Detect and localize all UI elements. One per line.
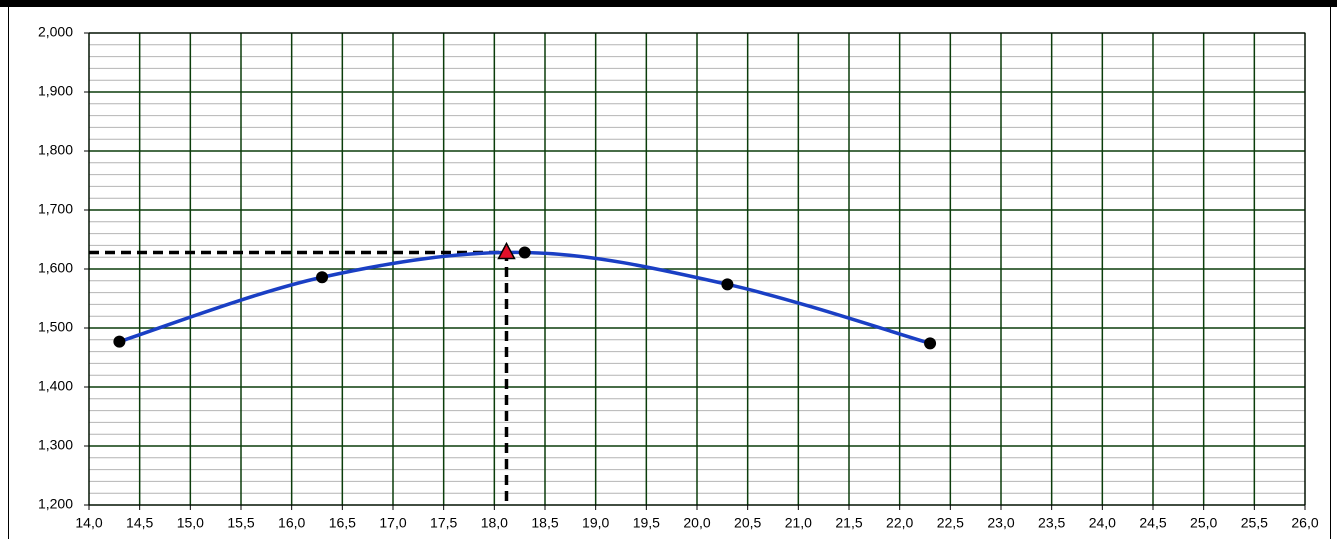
x-tick-label: 15,5: [227, 515, 254, 531]
x-tick-label: 24,0: [1089, 515, 1116, 531]
optimum-marker: [497, 241, 516, 260]
x-tick-label: 19,5: [633, 515, 660, 531]
x-tick-label: 18,5: [531, 515, 558, 531]
x-tick-label: 22,0: [886, 515, 913, 531]
x-tick-label: 14,5: [126, 515, 153, 531]
x-tick-label: 21,0: [785, 515, 812, 531]
x-tick-label: 16,0: [278, 515, 305, 531]
x-tick-label: 19,0: [582, 515, 609, 531]
point: [518, 246, 531, 259]
x-tick-label: 23,5: [1038, 515, 1065, 531]
y-tick-label: 1,900: [38, 83, 73, 99]
x-tick-label: 14,0: [75, 515, 102, 531]
x-tick-label: 17,0: [379, 515, 406, 531]
point: [924, 337, 937, 350]
y-tick-label: 1,300: [38, 437, 73, 453]
x-tick-label: 15,0: [177, 515, 204, 531]
y-tick-label: 1,400: [38, 378, 73, 394]
x-tick-label: 22,5: [937, 515, 964, 531]
y-tick-label: 1,700: [38, 201, 73, 217]
top-bar: [0, 0, 1337, 7]
x-tick-label: 17,5: [430, 515, 457, 531]
point: [113, 335, 126, 348]
x-tick-label: 26,0: [1291, 515, 1318, 531]
x-tick-label: 21,5: [835, 515, 862, 531]
x-tick-label: 23,0: [987, 515, 1014, 531]
x-tick-label: 16,5: [329, 515, 356, 531]
x-tick-label: 18,0: [481, 515, 508, 531]
x-tick-label: 24,5: [1139, 515, 1166, 531]
x-tick-label: 25,0: [1190, 515, 1217, 531]
y-tick-label: 2,000: [38, 24, 73, 40]
plot-border: [88, 32, 1306, 506]
x-tick-label: 25,5: [1241, 515, 1268, 531]
point: [721, 278, 734, 291]
y-tick-label: 1,600: [38, 260, 73, 276]
point: [316, 271, 329, 284]
y-tick-label: 1,500: [38, 319, 73, 335]
y-tick-label: 1,800: [38, 142, 73, 158]
x-tick-label: 20,0: [683, 515, 710, 531]
x-tick-label: 20,5: [734, 515, 761, 531]
y-tick-label: 1,200: [38, 496, 73, 512]
